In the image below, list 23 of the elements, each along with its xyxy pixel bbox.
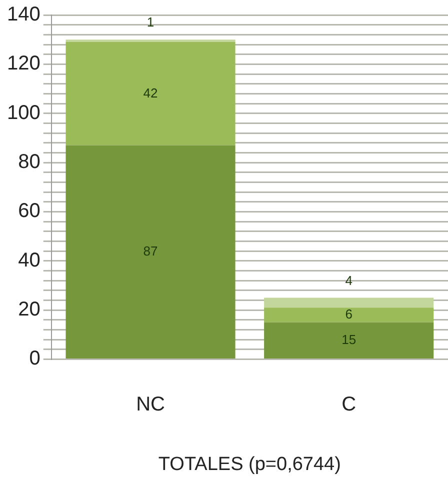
bar: [66, 145, 236, 358]
bar: [264, 298, 434, 308]
data-label: 42: [143, 85, 158, 100]
y-tick-label: 120: [6, 52, 40, 75]
data-label: 1: [146, 14, 154, 30]
bar: [66, 40, 236, 42]
data-label: 4: [345, 272, 352, 288]
y-tick-label: 20: [18, 298, 40, 321]
bar: [66, 42, 236, 146]
x-axis-title: TOTALES (p=0,6744): [158, 454, 341, 475]
data-label: 6: [345, 306, 352, 322]
bar: [264, 322, 434, 358]
y-tick-label: 100: [6, 102, 40, 124]
data-label: 87: [143, 243, 158, 258]
x-tick-label: NC: [136, 394, 165, 416]
y-tick-label: 140: [6, 4, 40, 26]
y-tick-label: 40: [18, 249, 40, 272]
bar: [264, 308, 434, 322]
data-label: 15: [342, 332, 356, 347]
x-tick-label: C: [342, 394, 356, 416]
y-tick-label: 60: [18, 200, 40, 222]
y-tick-label: 80: [18, 151, 40, 174]
y-tick-label: 0: [29, 348, 40, 370]
